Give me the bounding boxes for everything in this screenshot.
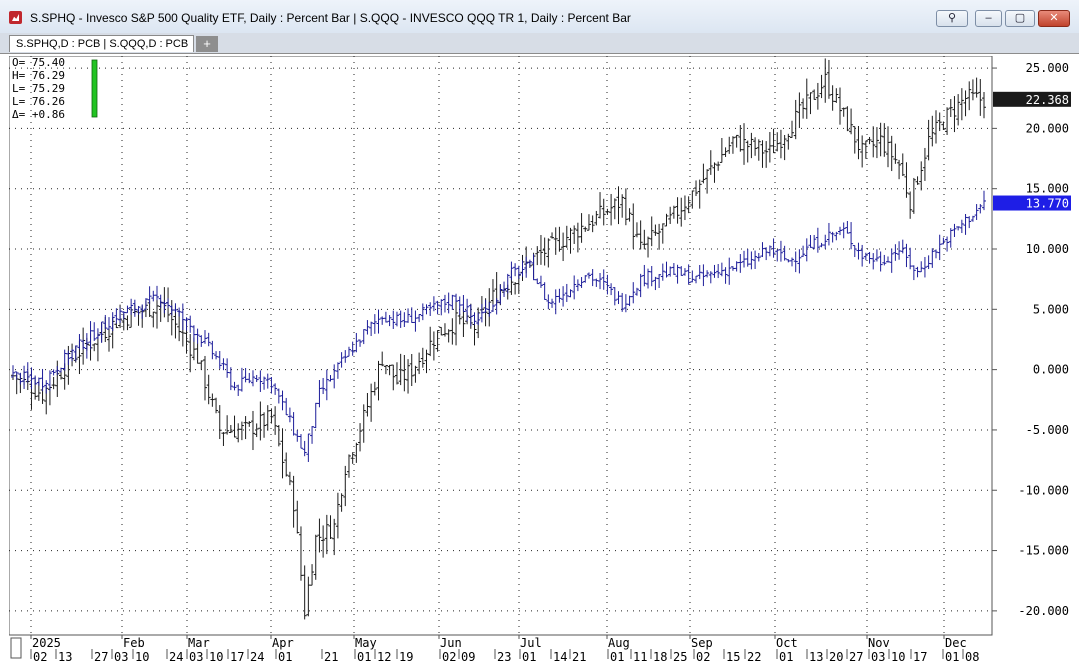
x-day-label: 02 bbox=[33, 650, 47, 662]
readout-low-1: L= 75.29 bbox=[12, 82, 65, 95]
tab-sphq-qqq[interactable]: S.SPHQ,D : PCB | S.QQQ,D : PCB bbox=[9, 35, 194, 52]
x-day-label: 03 bbox=[189, 650, 203, 662]
add-tab-button[interactable]: + bbox=[196, 36, 218, 52]
x-day-label: 24 bbox=[250, 650, 264, 662]
x-day-label: 03 bbox=[114, 650, 128, 662]
x-month-label: Feb bbox=[123, 636, 145, 650]
x-day-label: 13 bbox=[809, 650, 823, 662]
x-month-label: Apr bbox=[272, 636, 294, 650]
readout-change: Δ= +0.86 bbox=[12, 108, 65, 121]
x-day-label: 24 bbox=[169, 650, 183, 662]
y-tick-label: 25.000 bbox=[1026, 61, 1069, 75]
window-titlebar: S.SPHQ - Invesco S&P 500 Quality ETF, Da… bbox=[0, 0, 1079, 34]
x-day-label: 19 bbox=[399, 650, 413, 662]
x-day-label: 23 bbox=[497, 650, 511, 662]
x-day-label: 02 bbox=[696, 650, 710, 662]
x-month-label: Aug bbox=[608, 636, 630, 650]
plot-area[interactable] bbox=[8, 55, 993, 636]
restore-button[interactable]: ▢ bbox=[1005, 10, 1035, 27]
scroll-left-control[interactable] bbox=[10, 637, 22, 659]
y-tick-label: 20.000 bbox=[1026, 121, 1069, 135]
price-bars bbox=[11, 58, 986, 620]
y-tick-label: 10.000 bbox=[1026, 242, 1069, 256]
x-day-label: 10 bbox=[891, 650, 905, 662]
minimize-button[interactable]: – bbox=[975, 10, 1002, 27]
readout-open: O= 75.40 bbox=[12, 56, 65, 69]
x-month-label: Jun bbox=[440, 636, 462, 650]
x-day-label: 22 bbox=[747, 650, 761, 662]
x-day-label: 27 bbox=[849, 650, 863, 662]
x-month-label: Nov bbox=[868, 636, 890, 650]
x-day-label: 09 bbox=[461, 650, 475, 662]
x-day-label: 27 bbox=[94, 650, 108, 662]
x-day-label: 17 bbox=[230, 650, 244, 662]
y-tick-label: 15.000 bbox=[1026, 182, 1069, 196]
x-day-label: 13 bbox=[58, 650, 72, 662]
percent-bar-chart[interactable]: 25.000 20.000 15.000 10.000 5.000 0.000 -5.000… bbox=[8, 55, 1073, 664]
readout-range-bar bbox=[91, 59, 98, 118]
readout-high: H= 76.29 bbox=[12, 69, 65, 82]
x-day-label: 11 bbox=[633, 650, 647, 662]
y-axis: 25.000 20.000 15.000 10.000 5.000 0.000 -5.000… bbox=[992, 61, 1069, 618]
x-day-label: 10 bbox=[209, 650, 223, 662]
x-day-label: 25 bbox=[673, 650, 687, 662]
x-day-label: 08 bbox=[965, 650, 979, 662]
x-month-label: Jul bbox=[520, 636, 542, 650]
last-value-label: 22.368 bbox=[1026, 93, 1069, 107]
x-day-label: 02 bbox=[442, 650, 456, 662]
x-day-label: 15 bbox=[726, 650, 740, 662]
x-day-label: 10 bbox=[135, 650, 149, 662]
y-tick-label: 0.000 bbox=[1033, 363, 1069, 377]
x-day-label: 17 bbox=[913, 650, 927, 662]
y-tick-label: -10.000 bbox=[1018, 483, 1069, 497]
series-s-qqq bbox=[11, 58, 986, 620]
x-month-label: Dec bbox=[945, 636, 967, 650]
series-s-sphq bbox=[11, 190, 986, 462]
y-tick-label: -5.000 bbox=[1026, 423, 1069, 437]
close-button[interactable]: ✕ bbox=[1038, 10, 1070, 27]
y-tick-label: -20.000 bbox=[1018, 604, 1069, 618]
x-day-label: 21 bbox=[324, 650, 338, 662]
x-month-label: Oct bbox=[776, 636, 798, 650]
x-day-label: 14 bbox=[553, 650, 567, 662]
x-day-label: 03 bbox=[871, 650, 885, 662]
chart-area[interactable]: 25.000 20.000 15.000 10.000 5.000 0.000 -5.000… bbox=[8, 55, 1073, 664]
x-day-label: 20 bbox=[829, 650, 843, 662]
last-value-tag-s-qqq bbox=[993, 91, 1071, 107]
y-tick-label: -15.000 bbox=[1018, 544, 1069, 558]
x-day-label: 01 bbox=[610, 650, 624, 662]
x-day-label: 01 bbox=[779, 650, 793, 662]
x-month-label: 2025 bbox=[32, 636, 61, 650]
last-value-label: 13.770 bbox=[1026, 197, 1069, 211]
window-title: S.SPHQ - Invesco S&P 500 Quality ETF, Da… bbox=[30, 11, 631, 25]
ohlc-readout: O= 75.40 H= 76.29 L= 75.29 L= 76.26 Δ= +… bbox=[12, 56, 98, 121]
x-day-label: 01 bbox=[278, 650, 292, 662]
y-tick-label: 5.000 bbox=[1033, 302, 1069, 316]
x-day-label: 18 bbox=[653, 650, 667, 662]
x-day-label: 21 bbox=[572, 650, 586, 662]
chart-tab-bar: S.SPHQ,D : PCB | S.QQQ,D : PCB + bbox=[0, 33, 1079, 54]
x-day-label: 01 bbox=[522, 650, 536, 662]
x-day-label: 12 bbox=[377, 650, 391, 662]
x-day-label: 01 bbox=[357, 650, 371, 662]
x-month-label: May bbox=[355, 636, 377, 650]
app-logo-icon bbox=[9, 11, 22, 24]
pin-window-button[interactable]: ⚲ bbox=[936, 10, 968, 27]
x-month-label: Sep bbox=[691, 636, 713, 650]
x-month-label: Mar bbox=[188, 636, 210, 650]
last-value-tags: 22.368 13.770 bbox=[993, 91, 1071, 211]
last-value-tag-s-sphq bbox=[993, 195, 1071, 211]
readout-low-2: L= 76.26 bbox=[12, 95, 65, 108]
x-day-label: 01 bbox=[945, 650, 959, 662]
